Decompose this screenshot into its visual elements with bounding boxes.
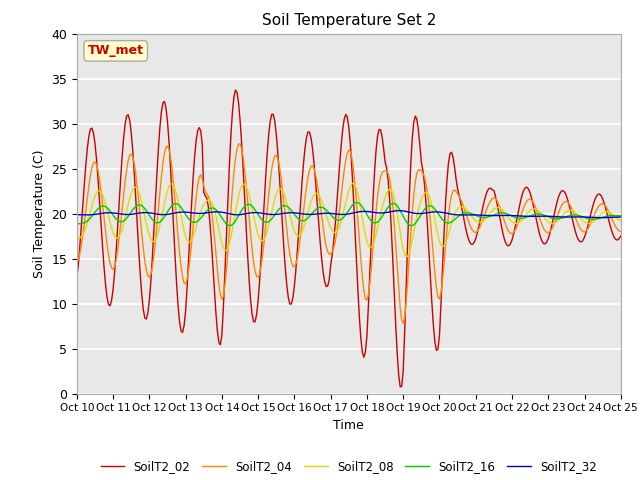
SoilT2_08 xyxy=(174,198,182,204)
Legend: SoilT2_02, SoilT2_04, SoilT2_08, SoilT2_16, SoilT2_32: SoilT2_02, SoilT2_04, SoilT2_08, SoilT2_… xyxy=(96,455,602,478)
SoilT2_08 xyxy=(416,201,424,207)
SoilT2_04 xyxy=(174,233,182,239)
SoilT2_32 xyxy=(597,215,605,220)
SoilT2_04 xyxy=(88,165,96,170)
SoilT2_08 xyxy=(349,180,357,186)
SoilT2_02 xyxy=(404,237,412,243)
SoilT2_04 xyxy=(73,259,81,265)
SoilT2_08 xyxy=(403,254,410,260)
Line: SoilT2_02: SoilT2_02 xyxy=(77,90,621,387)
SoilT2_04 xyxy=(384,170,392,176)
SoilT2_04 xyxy=(404,278,412,284)
Line: SoilT2_16: SoilT2_16 xyxy=(77,203,621,226)
SoilT2_16 xyxy=(554,216,561,222)
X-axis label: Time: Time xyxy=(333,419,364,432)
Title: Soil Temperature Set 2: Soil Temperature Set 2 xyxy=(262,13,436,28)
Line: SoilT2_08: SoilT2_08 xyxy=(77,183,621,257)
SoilT2_02 xyxy=(617,233,625,239)
SoilT2_08 xyxy=(73,236,81,241)
SoilT2_08 xyxy=(617,217,625,223)
SoilT2_16 xyxy=(404,221,412,227)
SoilT2_02 xyxy=(416,142,424,148)
SoilT2_02 xyxy=(174,302,182,308)
SoilT2_16 xyxy=(225,223,233,228)
SoilT2_16 xyxy=(416,214,424,219)
SoilT2_32 xyxy=(88,212,96,217)
SoilT2_04 xyxy=(416,167,424,172)
SoilT2_04 xyxy=(236,141,244,147)
SoilT2_32 xyxy=(552,214,559,219)
SoilT2_16 xyxy=(353,200,360,205)
SoilT2_16 xyxy=(617,213,625,218)
Line: SoilT2_04: SoilT2_04 xyxy=(77,144,621,324)
SoilT2_32 xyxy=(174,210,182,216)
SoilT2_04 xyxy=(617,228,625,234)
SoilT2_02 xyxy=(554,198,561,204)
SoilT2_32 xyxy=(395,208,403,214)
Y-axis label: Soil Temperature (C): Soil Temperature (C) xyxy=(33,149,45,278)
SoilT2_08 xyxy=(404,253,412,259)
SoilT2_16 xyxy=(386,203,394,208)
SoilT2_32 xyxy=(383,210,390,216)
SoilT2_32 xyxy=(73,212,81,217)
SoilT2_16 xyxy=(73,221,81,227)
SoilT2_04 xyxy=(554,213,561,218)
Text: TW_met: TW_met xyxy=(88,44,144,58)
SoilT2_02 xyxy=(396,384,404,390)
SoilT2_02 xyxy=(88,125,96,131)
SoilT2_04 xyxy=(399,321,407,326)
SoilT2_32 xyxy=(415,211,422,216)
SoilT2_32 xyxy=(403,209,410,215)
SoilT2_02 xyxy=(73,275,81,280)
SoilT2_16 xyxy=(174,202,182,207)
SoilT2_08 xyxy=(554,218,561,224)
Line: SoilT2_32: SoilT2_32 xyxy=(77,211,621,217)
SoilT2_08 xyxy=(88,203,96,208)
SoilT2_02 xyxy=(384,177,392,182)
SoilT2_16 xyxy=(88,213,96,219)
SoilT2_08 xyxy=(384,188,392,193)
SoilT2_32 xyxy=(617,214,625,220)
SoilT2_02 xyxy=(232,87,239,93)
